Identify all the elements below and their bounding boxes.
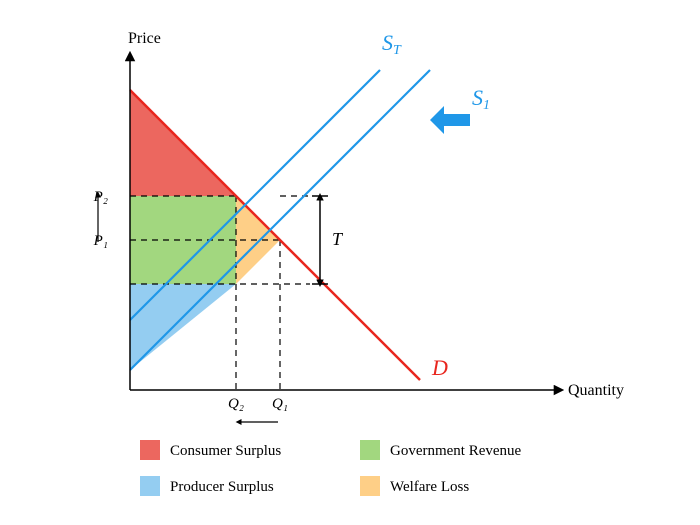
q2-label: Q₂ (228, 396, 244, 412)
p2-label: P₂ (93, 189, 108, 205)
svg-text:Consumer Surplus: Consumer Surplus (170, 443, 281, 459)
st-label: ST (382, 30, 402, 58)
s1-label: S1 (472, 85, 490, 113)
regions (130, 90, 280, 370)
demand-label: D (431, 355, 448, 380)
t-bracket (312, 196, 328, 284)
t-label: T (332, 229, 344, 249)
region-producer-surplus (130, 284, 236, 370)
svg-text:Welfare Loss: Welfare Loss (390, 479, 469, 495)
y-axis-label: Price (128, 30, 161, 47)
svg-text:Government Revenue: Government Revenue (390, 443, 522, 459)
svg-text:Producer Surplus: Producer Surplus (170, 479, 274, 495)
x-axis-label: Quantity (568, 382, 624, 399)
q1-label: Q₁ (272, 396, 288, 412)
shift-arrow-icon (430, 106, 470, 134)
p1-label: P₁ (93, 233, 108, 249)
legend: Consumer Surplus Government Revenue Produc… (140, 440, 522, 496)
tax-incidence-diagram: Price Quantity D S1 ST T P₁ P₂ Q₁ Q₂ Con… (0, 0, 700, 525)
